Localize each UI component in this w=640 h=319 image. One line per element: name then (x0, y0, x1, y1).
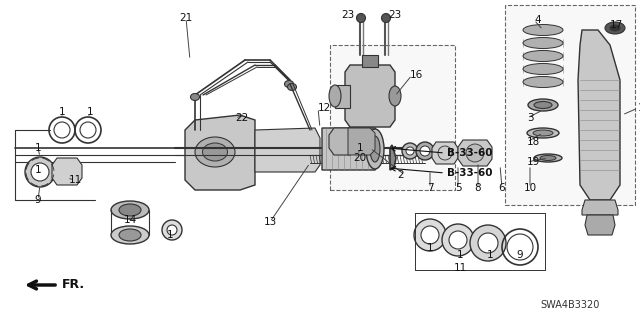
Polygon shape (185, 115, 255, 190)
Text: SWA4B3320: SWA4B3320 (541, 300, 600, 310)
Ellipse shape (466, 144, 484, 162)
Text: 1: 1 (427, 243, 433, 253)
Ellipse shape (111, 226, 149, 244)
Text: 11: 11 (453, 263, 467, 273)
Text: 8: 8 (475, 183, 481, 193)
Text: 1: 1 (35, 143, 42, 153)
Circle shape (167, 225, 177, 235)
Ellipse shape (366, 129, 384, 169)
Bar (362, 55, 378, 67)
Text: 17: 17 (610, 20, 623, 30)
Text: 9: 9 (516, 250, 524, 260)
Ellipse shape (533, 130, 553, 136)
Ellipse shape (523, 77, 563, 87)
Circle shape (470, 225, 506, 261)
Ellipse shape (111, 201, 149, 219)
Text: B-33-60: B-33-60 (447, 148, 493, 158)
Text: 15: 15 (638, 103, 640, 113)
Text: B-33-60: B-33-60 (447, 168, 493, 178)
Ellipse shape (540, 155, 556, 160)
Text: 12: 12 (318, 103, 332, 113)
Text: 21: 21 (179, 13, 193, 23)
Text: 1: 1 (166, 230, 173, 240)
Text: 18: 18 (527, 137, 540, 147)
Text: 11: 11 (68, 175, 82, 185)
Polygon shape (578, 30, 620, 200)
Ellipse shape (523, 50, 563, 62)
Polygon shape (322, 128, 380, 170)
Text: 4: 4 (534, 15, 541, 25)
Ellipse shape (438, 146, 452, 160)
Ellipse shape (389, 86, 401, 106)
Polygon shape (432, 142, 458, 164)
Circle shape (406, 147, 414, 155)
Ellipse shape (287, 84, 296, 91)
Ellipse shape (370, 136, 380, 162)
Text: 23: 23 (388, 10, 401, 20)
Ellipse shape (202, 143, 227, 161)
Ellipse shape (605, 22, 625, 34)
Ellipse shape (523, 38, 563, 48)
Polygon shape (582, 200, 618, 215)
Ellipse shape (119, 229, 141, 241)
Text: 10: 10 (524, 183, 536, 193)
Circle shape (31, 163, 49, 181)
Ellipse shape (195, 137, 235, 167)
Polygon shape (335, 85, 350, 108)
Ellipse shape (523, 63, 563, 75)
Text: 6: 6 (499, 183, 506, 193)
Circle shape (416, 142, 434, 160)
Circle shape (442, 224, 474, 256)
Text: 23: 23 (342, 10, 355, 20)
Circle shape (421, 226, 439, 244)
Circle shape (449, 231, 467, 249)
Circle shape (162, 220, 182, 240)
Text: 22: 22 (235, 113, 248, 123)
Text: 16: 16 (410, 70, 423, 80)
Text: 7: 7 (427, 183, 433, 193)
Ellipse shape (119, 204, 141, 216)
Ellipse shape (534, 154, 562, 162)
Polygon shape (345, 65, 395, 127)
Text: 1: 1 (59, 107, 65, 117)
Bar (505, 5, 635, 205)
Ellipse shape (527, 128, 559, 138)
Text: 5: 5 (454, 183, 461, 193)
Text: 1: 1 (356, 143, 364, 153)
Text: 1: 1 (86, 107, 93, 117)
Ellipse shape (356, 13, 365, 23)
Circle shape (414, 219, 446, 251)
Polygon shape (52, 158, 82, 185)
Polygon shape (585, 215, 615, 235)
Bar (330, 45, 455, 190)
Text: 1: 1 (35, 165, 42, 175)
Polygon shape (390, 145, 396, 170)
Circle shape (420, 146, 430, 156)
Ellipse shape (329, 85, 341, 107)
Polygon shape (329, 128, 355, 155)
Ellipse shape (534, 101, 552, 108)
Text: 2: 2 (397, 170, 404, 180)
Ellipse shape (523, 25, 563, 35)
Circle shape (25, 157, 55, 187)
Text: 20: 20 (353, 153, 367, 163)
Ellipse shape (610, 25, 620, 31)
Circle shape (402, 143, 418, 159)
Text: 3: 3 (527, 113, 534, 123)
Text: 1: 1 (486, 250, 493, 260)
Text: 14: 14 (124, 215, 136, 225)
Polygon shape (458, 140, 492, 166)
Ellipse shape (285, 80, 294, 87)
Circle shape (478, 233, 498, 253)
Ellipse shape (528, 99, 558, 111)
Text: 19: 19 (527, 157, 540, 167)
Text: FR.: FR. (62, 278, 85, 292)
Ellipse shape (381, 13, 390, 23)
Polygon shape (255, 128, 320, 172)
Text: 1: 1 (457, 250, 463, 260)
Polygon shape (348, 128, 375, 155)
Text: 13: 13 (264, 217, 276, 227)
Ellipse shape (191, 93, 200, 100)
Text: 9: 9 (35, 195, 42, 205)
